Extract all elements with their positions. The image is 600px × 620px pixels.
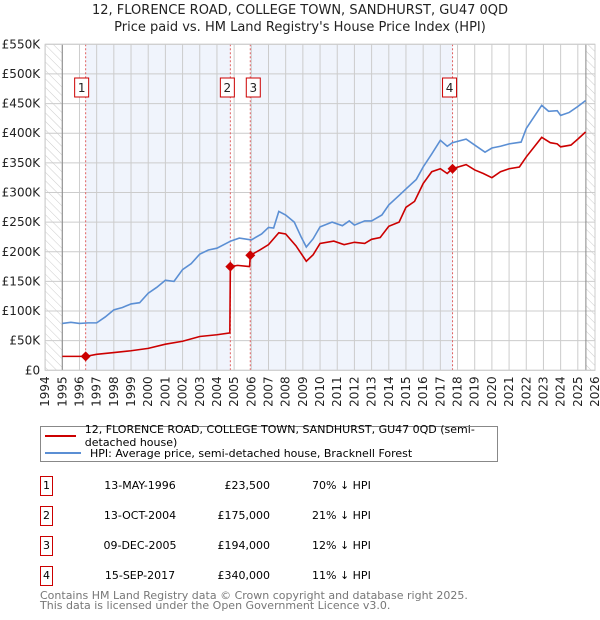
sale-label-box — [74, 77, 90, 98]
sale-label: 2 — [224, 81, 232, 95]
sale-row: 1 13-MAY-1996 £23,500 70% ↓ HPI — [40, 476, 371, 496]
sale-row: 2 13-OCT-2004 £175,000 21% ↓ HPI — [40, 506, 371, 526]
x-tick-label: 2012 — [347, 376, 361, 407]
sale-number: 4 — [40, 566, 53, 586]
x-tick-label: 2000 — [141, 376, 155, 407]
x-tick-label: 2003 — [193, 376, 207, 407]
x-tick-label: 2017 — [433, 376, 447, 407]
sale-point — [245, 250, 256, 261]
x-tick-label: 2004 — [210, 376, 224, 407]
ownership-shade-1 — [85, 44, 231, 371]
x-tick-label: 1999 — [124, 376, 138, 407]
legend-hpi: HPI: Average price, semi-detached house,… — [90, 446, 413, 460]
x-tick-label: 2010 — [313, 376, 327, 407]
hatch-after — [585, 44, 595, 371]
x-tick-label: 2026 — [588, 376, 600, 407]
chart-subtitle: Price paid vs. HM Land Registry's House … — [114, 20, 486, 35]
x-tick-label: 2021 — [502, 376, 516, 407]
price-chart: £0 £50K £100K £150K £200K £250K £300K £350K £400… — [2, 37, 600, 407]
sale-number: 2 — [40, 506, 53, 526]
legend-property: 12, FLORENCE ROAD, COLLEGE TOWN, SANDHUR… — [84, 423, 475, 449]
x-tick-label: 2024 — [554, 376, 568, 407]
y-tick-label: £550K — [2, 37, 42, 51]
y-tick-label: £200K — [2, 245, 42, 259]
sale-price: £194,000 — [217, 539, 271, 552]
x-tick-label: 2006 — [244, 376, 258, 407]
y-tick-label: £50K — [9, 334, 41, 348]
sale-hpi-diff: 12% ↓ HPI — [312, 539, 371, 552]
footer-licence: This data is licensed under the Open Gov… — [40, 599, 391, 612]
sale-number: 3 — [40, 536, 53, 556]
x-tick-label: 2014 — [382, 376, 396, 407]
ownership-shade-2 — [250, 44, 453, 371]
sale-row: 4 15-SEP-2017 £340,000 11% ↓ HPI — [40, 566, 371, 586]
sale-label-box — [442, 77, 458, 98]
sale-label-box — [219, 77, 235, 98]
sale-point — [225, 261, 236, 272]
y-tick-label: £500K — [2, 67, 42, 81]
x-tick-label: 1998 — [107, 376, 121, 407]
x-tick-label: 2002 — [176, 376, 190, 407]
x-tick-label: 2018 — [451, 376, 465, 407]
x-tick-label: 2009 — [296, 376, 310, 407]
sale-number: 1 — [40, 476, 53, 496]
x-tick-label: 2019 — [468, 376, 482, 407]
sale-date: 13-MAY-1996 — [104, 479, 176, 492]
y-tick-label: £300K — [2, 185, 42, 199]
sale-point — [80, 351, 91, 362]
sale-date: 13-OCT-2004 — [103, 509, 177, 522]
y-tick-label: £150K — [2, 274, 42, 288]
x-tick-label: 2011 — [330, 376, 344, 407]
legend-swatch-property — [45, 435, 76, 437]
x-tick-label: 2007 — [261, 376, 275, 407]
x-tick-label: 2001 — [158, 376, 172, 407]
x-tick-label: 2020 — [485, 376, 499, 407]
x-tick-label: 2025 — [571, 376, 585, 407]
series-line — [62, 131, 587, 358]
hatch-before — [45, 44, 63, 371]
y-tick-label: £350K — [2, 156, 42, 170]
y-tick-label: £100K — [2, 304, 42, 318]
x-tick-label: 1996 — [72, 376, 86, 407]
sale-hpi-diff: 70% ↓ HPI — [312, 479, 371, 492]
x-tick-label: 1994 — [38, 376, 52, 407]
sale-price: £340,000 — [217, 569, 271, 582]
y-tick-label: £0 — [25, 363, 40, 377]
sale-price: £23,500 — [224, 479, 271, 492]
sale-hpi-diff: 21% ↓ HPI — [312, 509, 371, 522]
sale-date: 15-SEP-2017 — [104, 569, 176, 582]
legend-swatch-hpi — [45, 452, 81, 454]
x-tick-label: 1995 — [55, 376, 69, 407]
x-tick-label: 2008 — [279, 376, 293, 407]
sale-row: 3 09-DEC-2005 £194,000 12% ↓ HPI — [40, 536, 371, 556]
y-tick-label: £400K — [2, 126, 42, 140]
sale-date: 09-DEC-2005 — [103, 539, 177, 552]
x-tick-label: 2013 — [365, 376, 379, 407]
sale-price: £175,000 — [217, 509, 271, 522]
legend: 12, FLORENCE ROAD, COLLEGE TOWN, SANDHUR… — [40, 423, 498, 462]
sale-point — [447, 163, 458, 174]
x-tick-label: 2005 — [227, 376, 241, 407]
y-tick-label: £450K — [2, 97, 42, 111]
chart-title: 12, FLORENCE ROAD, COLLEGE TOWN, SANDHUR… — [91, 3, 509, 18]
x-tick-label: 2022 — [519, 376, 533, 407]
sale-label-box — [245, 77, 261, 98]
sale-label: 4 — [446, 81, 454, 95]
sale-hpi-diff: 11% ↓ HPI — [312, 569, 371, 582]
plot-border — [44, 43, 596, 371]
x-tick-label: 1997 — [90, 376, 104, 407]
sale-label: 1 — [78, 81, 86, 95]
sale-label: 3 — [249, 81, 257, 95]
footer-copyright: Contains HM Land Registry data © Crown c… — [40, 589, 468, 602]
y-tick-label: £250K — [2, 215, 42, 229]
series-line — [62, 99, 587, 325]
x-tick-label: 2015 — [399, 376, 413, 407]
x-tick-label: 2023 — [536, 376, 550, 407]
x-tick-label: 2016 — [416, 376, 430, 407]
